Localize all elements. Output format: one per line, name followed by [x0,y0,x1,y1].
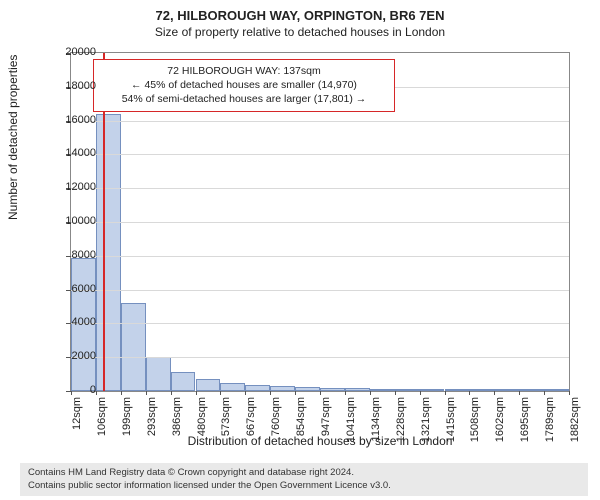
y-tick-label: 4000 [36,316,96,328]
x-tick-label: 760sqm [270,391,282,436]
x-tick-label: 1882sqm [569,391,581,442]
histogram-bar [146,357,171,391]
chart-subtitle: Size of property relative to detached ho… [0,23,600,39]
x-tick-label: 386sqm [171,391,183,436]
x-tick-label: 106sqm [96,391,108,436]
histogram-bar [96,114,121,391]
x-tick-label: 480sqm [196,391,208,436]
histogram-bar [121,303,146,391]
y-tick-label: 2000 [36,350,96,362]
x-tick-label: 12sqm [71,391,83,430]
y-axis-label: Number of detached properties [6,55,20,220]
footer-line1: Contains HM Land Registry data © Crown c… [28,467,354,478]
x-tick-label: 667sqm [245,391,257,436]
chart-container: 72, HILBOROUGH WAY, ORPINGTON, BR6 7EN S… [0,0,600,500]
y-tick-label: 8000 [36,249,96,261]
footer: Contains HM Land Registry data © Crown c… [20,463,588,496]
x-axis-label: Distribution of detached houses by size … [70,434,570,448]
y-tick-label: 14000 [36,147,96,159]
grid-line [71,222,569,223]
y-tick-label: 10000 [36,215,96,227]
histogram-bar [171,372,196,391]
x-tick-label: 573sqm [220,391,232,436]
y-tick-label: 16000 [36,114,96,126]
callout-box: 72 HILBOROUGH WAY: 137sqm← 45% of detach… [93,59,395,112]
callout-line3: 54% of semi-detached houses are larger (… [102,92,386,106]
grid-line [71,290,569,291]
grid-line [71,154,569,155]
footer-line2: Contains public sector information licen… [28,480,391,491]
grid-line [71,323,569,324]
grid-line [71,121,569,122]
callout-line1: 72 HILBOROUGH WAY: 137sqm [102,64,386,78]
plot-area: 72 HILBOROUGH WAY: 137sqm← 45% of detach… [70,52,570,392]
grid-line [71,357,569,358]
histogram-bar [220,383,245,391]
y-tick-label: 12000 [36,181,96,193]
grid-line [71,256,569,257]
grid-line [71,188,569,189]
histogram-bar [196,379,221,391]
x-tick-label: 199sqm [121,391,133,436]
x-tick-label: 947sqm [320,391,332,436]
y-tick-label: 20000 [36,46,96,58]
x-tick-label: 854sqm [295,391,307,436]
callout-line2: ← 45% of detached houses are smaller (14… [102,78,386,92]
x-tick-label: 293sqm [146,391,158,436]
y-tick-label: 6000 [36,283,96,295]
y-tick-label: 0 [36,384,96,396]
y-tick-label: 18000 [36,80,96,92]
chart-title: 72, HILBOROUGH WAY, ORPINGTON, BR6 7EN [0,0,600,23]
